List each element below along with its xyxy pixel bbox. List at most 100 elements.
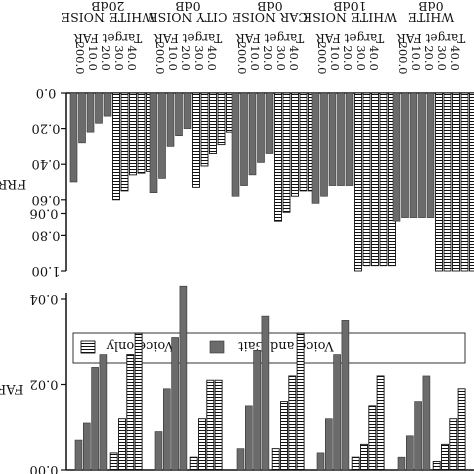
far-bar-voice-and-gait: [414, 401, 422, 471]
far-bar-voice-and-gait: [397, 456, 406, 471]
frr-bar-voice-only: [469, 92, 474, 272]
snr-db-label: 0dB: [257, 0, 282, 14]
frr-bar-voice-and-gait: [320, 92, 328, 197]
far-bar-voice-only: [109, 452, 118, 471]
frr-bar-voice-only: [200, 92, 209, 167]
target-far-tick-label: 40.0: [287, 45, 301, 71]
target-far-tick-label: 200.0: [73, 42, 87, 75]
frr-bar-voice-and-gait: [409, 92, 418, 218]
target-far-tick-label: 20.0: [179, 45, 193, 71]
target-far-axis-label: Target FAR: [73, 31, 142, 45]
frr-bar-voice-only: [460, 92, 469, 272]
far-bar-voice-only: [296, 332, 305, 471]
frr-bar-voice-only: [137, 92, 146, 174]
far-bar-voice-and-gait: [179, 285, 188, 471]
far-bar-voice-only: [457, 388, 466, 471]
frr-bar-voice-only: [291, 92, 299, 197]
target-far-tick-label: 20.0: [99, 45, 113, 71]
far-bar-voice-and-gait: [91, 367, 99, 471]
far-y-axis-label: FAR: [0, 381, 24, 396]
far-bar-voice-and-gait: [316, 452, 325, 471]
frr-y-tick-label: 0.0: [36, 85, 57, 100]
frr-bar-voice-only: [120, 92, 129, 192]
frr-bar-voice-only: [354, 92, 362, 272]
snr-db-label: 20dB: [91, 0, 124, 14]
legend-swatch-voice-only: [80, 340, 96, 354]
frr-bar-voice-and-gait: [265, 92, 274, 154]
target-far-tick-label: 20.0: [261, 45, 275, 71]
frr-bar-voice-only: [209, 92, 217, 154]
far-bar-voice-only: [449, 418, 458, 471]
noise-type-label: WHITE NOISE: [61, 10, 155, 25]
target-far-axis-label: Target FAR: [315, 31, 384, 45]
target-far-tick-label: 10.0: [166, 45, 180, 71]
target-far-axis-label: Target FAR: [235, 31, 304, 45]
far-bar-voice-and-gait: [74, 439, 83, 471]
target-far-tick-label: 20.0: [341, 45, 355, 71]
far-bar-voice-only: [280, 401, 288, 471]
far-bar-voice-and-gait: [236, 448, 245, 471]
far-bar-voice-and-gait: [154, 431, 163, 471]
target-far-tick-label: 40.0: [367, 45, 381, 71]
far-y-tick-label: 0.04: [30, 291, 59, 306]
frr-bar-voice-and-gait: [103, 92, 112, 117]
frr-bar-voice-and-gait: [426, 92, 435, 218]
target-far-tick-label: 200.0: [396, 42, 410, 75]
far-bar-voice-only: [432, 461, 441, 471]
frr-bar-voice-and-gait: [401, 92, 409, 218]
target-far-tick-label: 10.0: [248, 45, 262, 71]
frr-y-tick-label: 0.20: [32, 121, 61, 136]
frr-bar-voice-only: [362, 92, 371, 267]
frr-bar-voice-and-gait: [328, 92, 337, 186]
far-bar-voice-only: [206, 379, 215, 471]
frr-bar-voice-and-gait: [257, 92, 265, 163]
frr-bar-voice-and-gait: [78, 92, 86, 144]
far-bar-voice-and-gait: [422, 375, 431, 471]
target-far-tick-label: 30.0: [435, 45, 449, 71]
far-bar-voice-and-gait: [163, 388, 171, 471]
frr-bar-voice-and-gait: [240, 92, 248, 186]
target-far-tick-label: 30.0: [354, 45, 368, 71]
far-bar-voice-only: [360, 443, 368, 471]
far-bar-voice-and-gait: [171, 337, 179, 471]
frr-bar-voice-and-gait: [149, 92, 158, 193]
far-bar-voice-only: [214, 379, 223, 471]
frr-bar-voice-and-gait: [337, 92, 345, 186]
far-bar-voice-and-gait: [261, 315, 270, 471]
noise-type-label: CITY NOISE: [149, 10, 228, 25]
frr-y-axis-label: FRR: [0, 176, 26, 191]
frr-bar-voice-only: [129, 92, 137, 176]
frr-y-tick-label: 0.60: [32, 192, 61, 207]
noise-type-label: CAR NOISE: [232, 10, 308, 25]
frr-bar-voice-only: [274, 92, 282, 222]
frr-bar-voice-only: [282, 92, 291, 213]
frr-bar-voice-only: [217, 92, 226, 146]
frr-bar-voice-only: [452, 92, 460, 272]
far-bar-voice-and-gait: [341, 320, 350, 471]
frr-bar-voice-and-gait: [175, 92, 183, 137]
snr-db-label: 0dB: [418, 0, 443, 14]
far-y-tick-label: 0.00: [30, 462, 59, 474]
far-y-tick-label: 0.06: [30, 206, 59, 221]
frr-bar-voice-and-gait: [248, 92, 257, 176]
far-bar-voice-and-gait: [405, 435, 414, 471]
target-far-tick-label: 30.0: [112, 45, 126, 71]
legend-swatch-voice-and-gait: [209, 340, 225, 354]
far-bar-voice-only: [189, 456, 198, 471]
frr-bar-voice-and-gait: [392, 92, 401, 222]
frr-bar-voice-and-gait: [183, 92, 192, 129]
far-bar-voice-only: [271, 448, 280, 471]
target-far-tick-label: 200.0: [315, 42, 329, 75]
frr-bar-voice-and-gait: [311, 92, 320, 204]
frr-y-tick-label: 1.00: [32, 263, 61, 278]
far-bar-voice-only: [134, 332, 143, 471]
target-far-tick-label: 20.0: [422, 45, 436, 71]
far-bar-voice-only: [126, 354, 135, 471]
frr-bar-voice-only: [112, 92, 120, 201]
target-far-tick-label: 10.0: [86, 45, 100, 71]
frr-bar-voice-and-gait: [158, 92, 166, 179]
frr-bar-voice-and-gait: [86, 92, 95, 133]
snr-db-label: 10dB: [333, 0, 366, 14]
